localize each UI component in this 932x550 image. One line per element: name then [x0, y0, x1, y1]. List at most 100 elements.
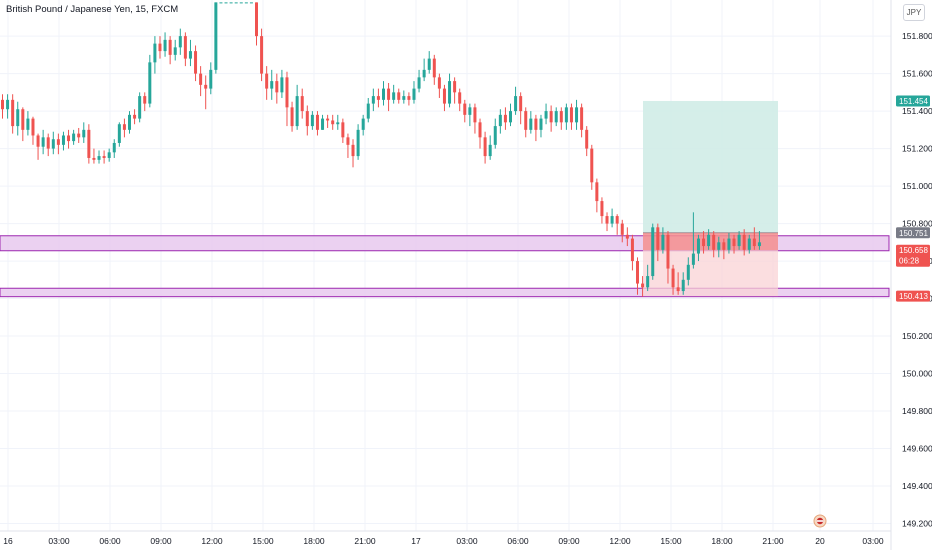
candle	[503, 114, 507, 123]
candle	[82, 129, 86, 138]
candle	[458, 92, 462, 104]
candle	[585, 129, 589, 149]
x-tick-label: 03:00	[48, 536, 70, 546]
x-tick-label: 09:00	[150, 536, 172, 546]
candle	[107, 152, 111, 158]
candle	[143, 96, 147, 104]
x-tick-label: 17	[411, 536, 421, 546]
candle	[509, 111, 512, 123]
candle	[600, 201, 604, 217]
candle	[554, 111, 558, 123]
candle	[615, 216, 619, 224]
candle	[305, 111, 309, 127]
candle	[641, 283, 645, 288]
symbol-title: British Pound / Japanese Yen, 15, FXCM	[6, 4, 179, 15]
x-tick-label: 09:00	[558, 536, 580, 546]
candle	[36, 135, 40, 147]
candle	[26, 118, 30, 130]
candle	[625, 234, 629, 239]
candle	[239, 2, 243, 4]
candle	[412, 88, 416, 100]
x-tick-label: 12:00	[201, 536, 223, 546]
candle	[757, 242, 761, 247]
candle	[270, 81, 274, 89]
candle	[158, 43, 162, 52]
candle	[752, 238, 756, 247]
y-tick-label: 151.800	[902, 31, 932, 41]
candle	[92, 157, 96, 160]
candle	[97, 156, 101, 160]
candle	[178, 36, 182, 48]
candle	[168, 39, 172, 55]
candle	[387, 88, 391, 100]
candle	[295, 96, 299, 127]
x-tick-label: 21:00	[762, 536, 784, 546]
price-label-stop	[896, 290, 930, 302]
candle	[514, 96, 518, 112]
candle	[392, 92, 396, 100]
candle	[244, 2, 248, 4]
candle	[549, 111, 553, 123]
candle	[448, 81, 452, 104]
candle	[280, 77, 284, 93]
candle	[493, 126, 497, 145]
candle	[326, 118, 330, 121]
candle	[204, 84, 208, 89]
candle	[194, 51, 198, 74]
price-labels: 151.454 150.751 150.658 06:28 150.413	[896, 95, 930, 302]
price-label-text: 150.658	[899, 246, 928, 255]
candle	[67, 135, 71, 142]
candle	[128, 114, 131, 130]
y-tick-label: 151.200	[902, 144, 932, 154]
time-axis[interactable]: 16 03:00 06:00 09:00 12:00 15:00 18:00 21:00 17 0…	[3, 536, 884, 546]
candle	[56, 139, 60, 145]
candle	[173, 47, 177, 55]
candle	[321, 118, 325, 130]
long-position-tool[interactable]	[643, 100, 778, 297]
candle	[519, 96, 523, 112]
price-label-text: 150.751	[899, 229, 928, 238]
candle	[366, 103, 370, 119]
x-tick-label: 03:00	[862, 536, 884, 546]
candle	[351, 144, 355, 157]
y-tick-label: 151.400	[902, 106, 932, 116]
candle	[483, 137, 487, 157]
candle	[544, 111, 548, 119]
candle	[133, 114, 137, 119]
candle	[249, 2, 253, 4]
candle	[580, 107, 584, 130]
candle	[630, 238, 634, 262]
candle	[376, 96, 380, 100]
candle	[473, 107, 477, 123]
x-tick-label: 18:00	[711, 536, 733, 546]
candle	[686, 264, 690, 280]
candle	[651, 227, 655, 277]
candle	[260, 36, 264, 74]
event-flag-icon[interactable]	[813, 514, 827, 528]
zone-rect	[0, 287, 890, 298]
y-tick-label: 151.000	[902, 181, 932, 191]
y-tick-label: 149.400	[902, 481, 932, 491]
candle	[153, 43, 157, 63]
x-tick-label: 12:00	[609, 536, 631, 546]
candle	[61, 135, 65, 145]
currency-button[interactable]: JPY	[903, 4, 925, 21]
candle	[666, 234, 670, 269]
y-tick-label: 150.800	[902, 219, 932, 229]
y-tick-label: 151.600	[902, 69, 932, 79]
candle	[717, 242, 721, 250]
candle	[148, 62, 152, 104]
candle	[636, 261, 639, 284]
candle	[331, 120, 335, 125]
candle	[732, 238, 736, 247]
candle	[117, 124, 121, 143]
candle	[285, 77, 289, 108]
candle	[417, 77, 421, 89]
candle	[696, 238, 700, 254]
candle	[605, 216, 609, 224]
candle	[463, 103, 467, 115]
candle	[397, 92, 401, 100]
x-tick-label: 21:00	[354, 536, 376, 546]
candle	[315, 114, 319, 130]
